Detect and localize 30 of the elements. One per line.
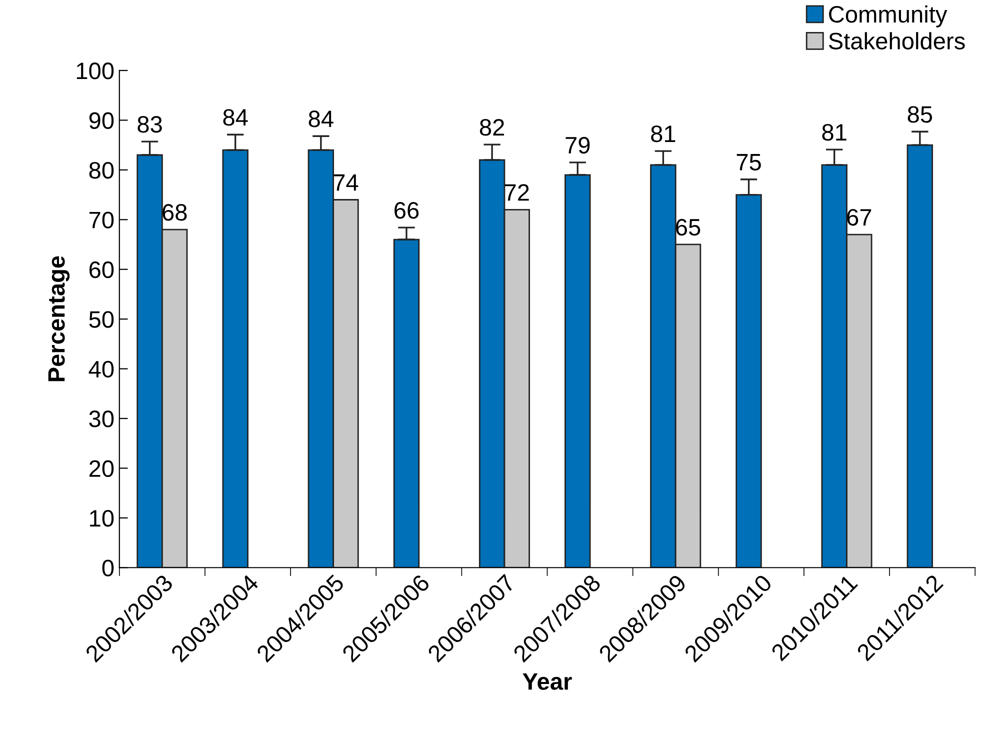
data-label: 66 <box>394 202 419 219</box>
data-label: 79 <box>566 136 590 154</box>
legend-label: Stakeholders <box>828 32 965 50</box>
y-axis-title: Percentage <box>48 256 70 382</box>
data-label: 81 <box>822 124 846 141</box>
data-label: 65 <box>676 218 700 236</box>
y-tick-label: 90 <box>89 112 114 129</box>
y-tick-label: 10 <box>90 510 114 527</box>
data-label: 75 <box>736 154 761 171</box>
y-tick-label: 100 <box>76 62 114 80</box>
data-label: 84 <box>308 110 334 128</box>
y-tick-label: 50 <box>89 311 114 328</box>
data-label: 82 <box>480 119 504 136</box>
y-tick-label: 40 <box>88 360 114 378</box>
y-tick-label: 0 <box>102 560 114 576</box>
bar <box>906 144 934 568</box>
y-tick-label: 70 <box>89 212 114 228</box>
legend-label: Community <box>829 5 948 28</box>
bar <box>393 238 420 568</box>
data-label: 84 <box>223 109 248 126</box>
y-tick-label: 30 <box>89 410 114 428</box>
data-label: 85 <box>908 106 932 123</box>
y-tick-label: 60 <box>89 261 114 278</box>
y-tick-label: 80 <box>89 162 114 179</box>
bar <box>222 149 248 568</box>
y-tick-label: 20 <box>89 460 114 477</box>
x-axis-title: Year <box>522 673 572 690</box>
data-label: 83 <box>138 116 162 133</box>
data-label: 81 <box>651 125 676 142</box>
data-label: 72 <box>504 184 529 201</box>
